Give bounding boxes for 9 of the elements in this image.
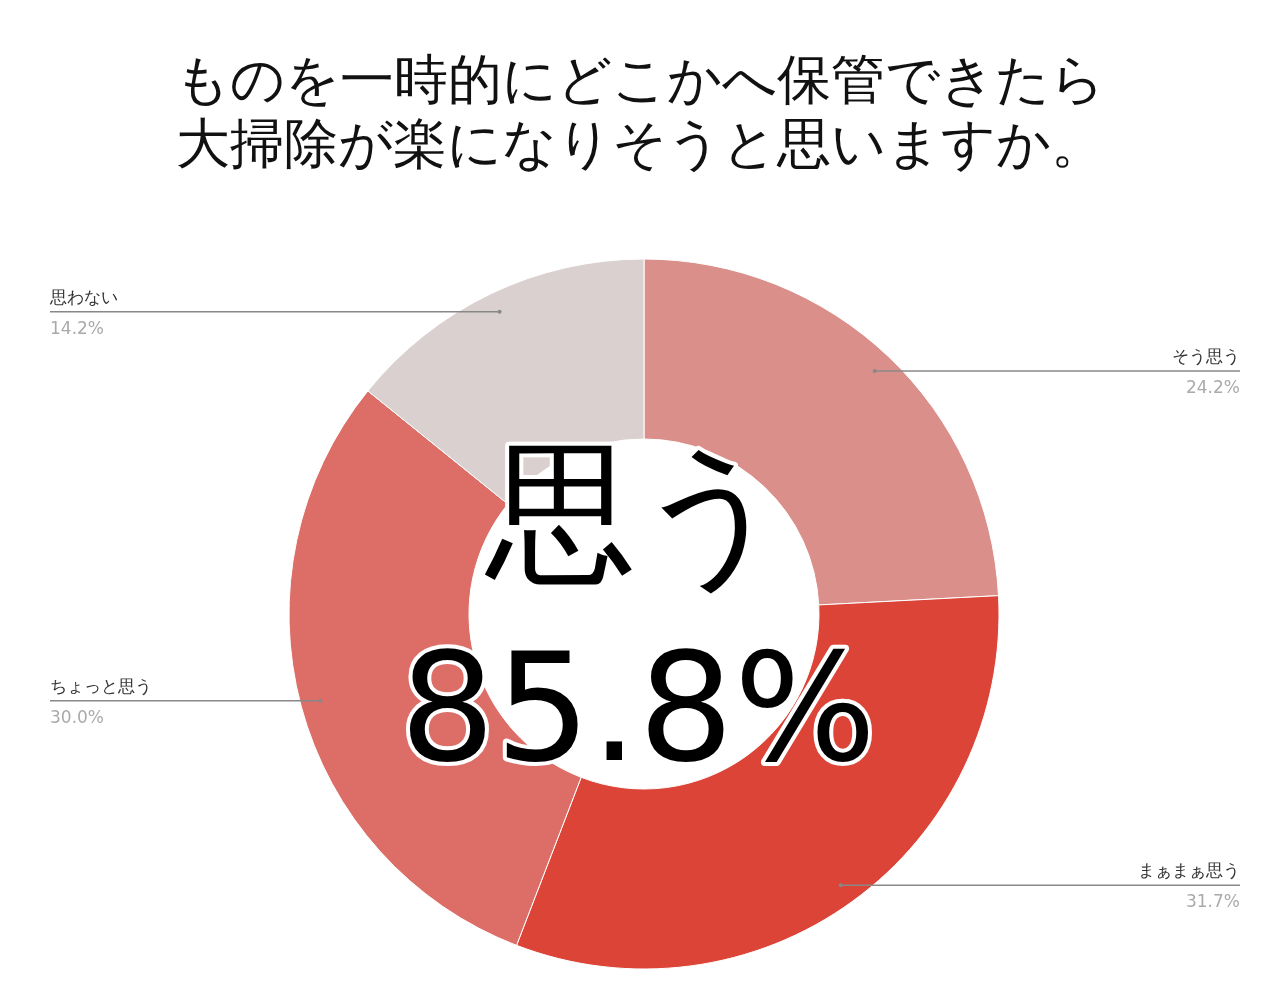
data-label: 30.0% (50, 706, 105, 727)
slice-label: そう思う (1172, 346, 1240, 367)
data-label: 24.2% (1185, 377, 1240, 398)
chart-title: ものを一時的にどこかへ保管できたら大掃除が楽になりそうと思いますか。 (175, 48, 1105, 175)
data-label: 31.7% (1185, 891, 1240, 912)
data-label: 14.2% (50, 317, 105, 338)
slice-label: まぁまぁ思う (1138, 860, 1240, 881)
slice-label: 思わない (49, 286, 118, 307)
slice-label: ちょっと思う (50, 675, 152, 696)
